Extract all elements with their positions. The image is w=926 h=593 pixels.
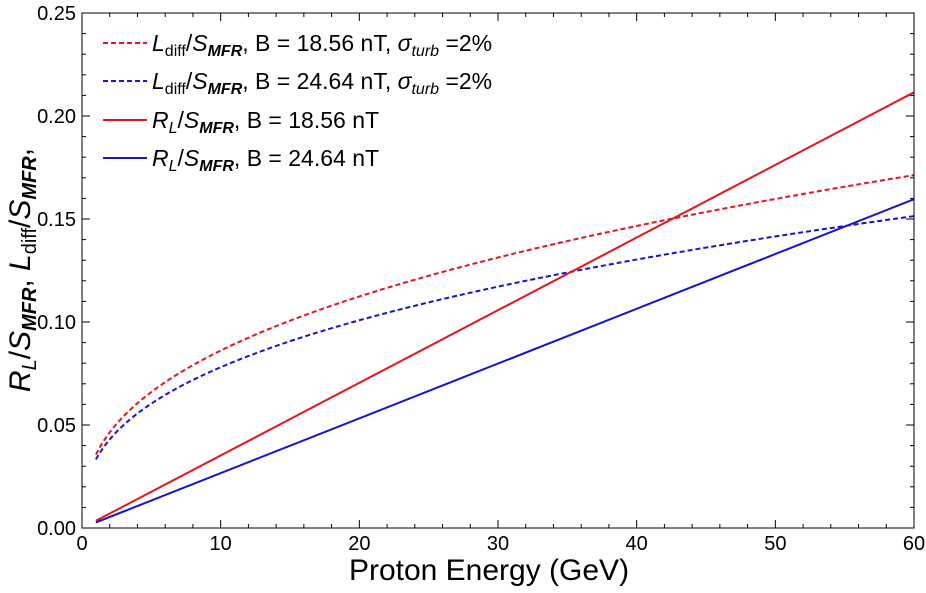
x-axis-title: Proton Energy (GeV) (349, 554, 629, 587)
legend-suffix-2: =2% (445, 68, 492, 94)
svg-text:RL/SMFR, B = 18.56 nT: RL/SMFR, B = 18.56 nT (152, 107, 379, 137)
series-line-4 (95, 198, 915, 524)
x-tick-label: 30 (487, 533, 509, 555)
series-line-2 (95, 215, 915, 460)
x-tick-label: 40 (626, 533, 648, 555)
series-line-1 (94, 174, 915, 456)
y-tick-label: 0.25 (37, 3, 76, 25)
plot-frame (81, 12, 915, 529)
x-tick-label: 50 (764, 533, 786, 555)
svg-text:RL/SMFR, B = 24.64 nT: RL/SMFR, B = 24.64 nT (152, 145, 379, 175)
y-tick-label: 0.20 (37, 106, 76, 128)
minor-ticks (82, 13, 914, 528)
y-axis-title: RL/SMFR, Ldiff/SMFR, (4, 148, 41, 392)
y-tick-label: 0.00 (37, 518, 76, 540)
legend-entry-3: RL/SMFR, B = 18.56 nT (103, 107, 379, 137)
legend-entry-1: Ldiff/SMFR, B = 18.56 nT, σturb =2% (103, 30, 492, 60)
series-line-3 (95, 91, 915, 522)
svg-text:Ldiff/SMFR, B = 24.64 nT, σtur: Ldiff/SMFR, B = 24.64 nT, σturb =2% (152, 68, 492, 98)
y-tick-label: 0.10 (37, 312, 76, 334)
legend-label-1: B = 18.56 nT, (255, 30, 391, 56)
legend-label-3: B = 18.56 nT (247, 107, 379, 133)
tick-labels: 0 10 20 30 40 50 60 0.00 0.05 0.10 0.15 0.20 0.25 (37, 3, 925, 555)
x-tick-label: 10 (210, 533, 232, 555)
series-layer (94, 91, 915, 524)
x-tick-label: 20 (348, 533, 370, 555)
svg-text:Ldiff/SMFR, B = 18.56 nT, σtur: Ldiff/SMFR, B = 18.56 nT, σturb =2% (152, 30, 492, 60)
x-tick-label: 60 (903, 533, 925, 555)
y-tick-label: 0.15 (37, 209, 76, 231)
legend: Ldiff/SMFR, B = 18.56 nT, σturb =2% Ldif… (103, 30, 492, 175)
legend-entry-4: RL/SMFR, B = 24.64 nT (103, 145, 379, 175)
legend-label-4: B = 24.64 nT (247, 145, 379, 171)
legend-label-2: B = 24.64 nT, (255, 68, 391, 94)
x-tick-label: 0 (76, 533, 87, 555)
legend-entry-2: Ldiff/SMFR, B = 24.64 nT, σturb =2% (103, 68, 492, 98)
legend-suffix-1: =2% (445, 30, 492, 56)
y-tick-label: 0.05 (37, 415, 76, 437)
